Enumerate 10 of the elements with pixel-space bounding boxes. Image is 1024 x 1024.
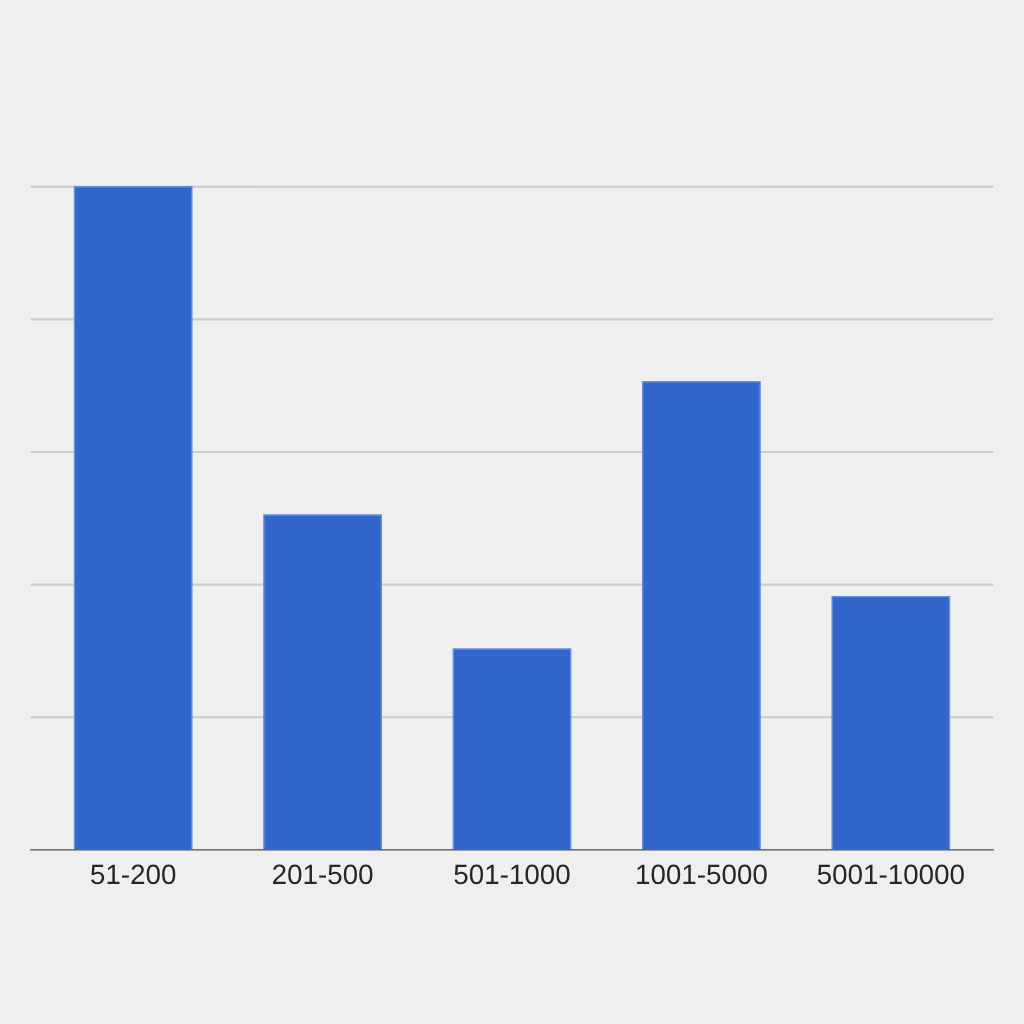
x-tick-label: 51-200 xyxy=(91,864,176,885)
bar xyxy=(831,595,951,850)
bar xyxy=(73,186,193,850)
x-tick-label: 201-500 xyxy=(273,864,373,885)
bar xyxy=(263,514,383,850)
bar xyxy=(641,381,761,850)
x-tick-label: 1001-5000 xyxy=(637,864,767,885)
x-tick-label: 501-1000 xyxy=(454,864,570,885)
bar xyxy=(452,648,572,850)
x-tick-label: 5001-10000 xyxy=(817,864,964,885)
